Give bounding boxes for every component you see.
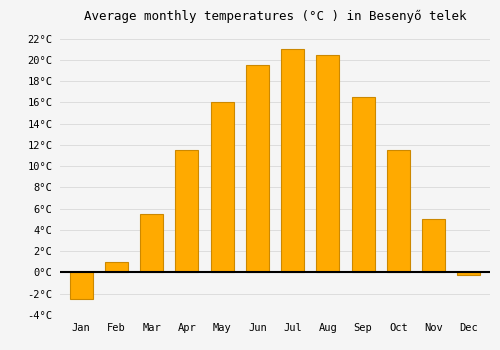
Bar [458,273,480,275]
Bar [316,55,340,273]
Bar [140,214,163,273]
Bar [281,49,304,273]
Bar [210,103,234,273]
Bar [176,150,199,273]
Bar [352,97,374,273]
Bar [70,273,92,299]
Bar [105,262,128,273]
Title: Average monthly temperatures (°C ) in Besenyő telek: Average monthly temperatures (°C ) in Be… [84,9,466,23]
Bar [387,150,410,273]
Bar [422,219,445,273]
Bar [246,65,269,273]
